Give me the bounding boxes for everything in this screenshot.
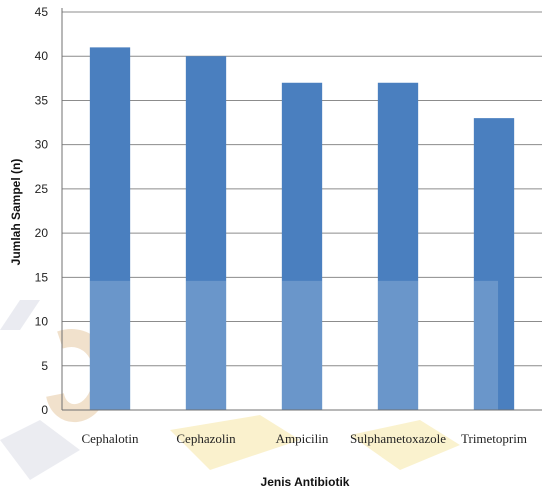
- y-tick-label: 35: [35, 93, 49, 107]
- watermark-shape-5: [350, 420, 460, 470]
- y-tick-label: 25: [35, 182, 49, 196]
- axes: [61, 8, 542, 411]
- watermark-overlay: [89, 280, 499, 410]
- y-tick-labels: 0 5 10 15 20 25 30 35 40 45: [35, 5, 49, 417]
- y-tick-label: 20: [35, 226, 49, 240]
- bar-ampicilin: [281, 82, 323, 410]
- watermark-shape-4: [170, 415, 300, 470]
- bar-trimetoprim: [473, 118, 515, 410]
- watermark-shape-3: [0, 420, 80, 480]
- y-tick-label: 15: [35, 270, 49, 284]
- bar-wash: [473, 280, 499, 410]
- x-tick-label: Cephazolin: [176, 431, 236, 446]
- y-axis-title: Jumlah Sampel (n): [9, 159, 23, 266]
- x-tick-label: Ampicilin: [276, 431, 329, 446]
- bar-cephazolin: [185, 56, 227, 410]
- y-tick-label: 10: [35, 315, 49, 329]
- y-tick-label: 5: [41, 359, 48, 373]
- watermark-shape-1: [0, 300, 40, 330]
- bar-cephalotin: [89, 47, 131, 410]
- x-tick-label: Sulphametoxazole: [350, 431, 446, 446]
- x-axis-title: Jenis Antibiotik: [261, 475, 350, 489]
- watermark: [0, 300, 460, 480]
- bar-wash: [185, 280, 227, 410]
- y-tick-label: 45: [35, 5, 49, 19]
- bar-wash: [377, 280, 419, 410]
- y-tick-label: 0: [41, 403, 48, 417]
- bar-wash: [89, 280, 131, 410]
- bar-wash: [281, 280, 323, 410]
- y-tick-label: 30: [35, 138, 49, 152]
- bars: [89, 47, 515, 410]
- bar-sulphametoxazole: [377, 82, 419, 410]
- x-tick-label: Trimetoprim: [461, 431, 527, 446]
- x-tick-labels: Cephalotin Cephazolin Ampicilin Sulphametox…: [81, 431, 527, 446]
- y-tick-label: 40: [35, 49, 49, 63]
- x-tick-label: Cephalotin: [81, 431, 139, 446]
